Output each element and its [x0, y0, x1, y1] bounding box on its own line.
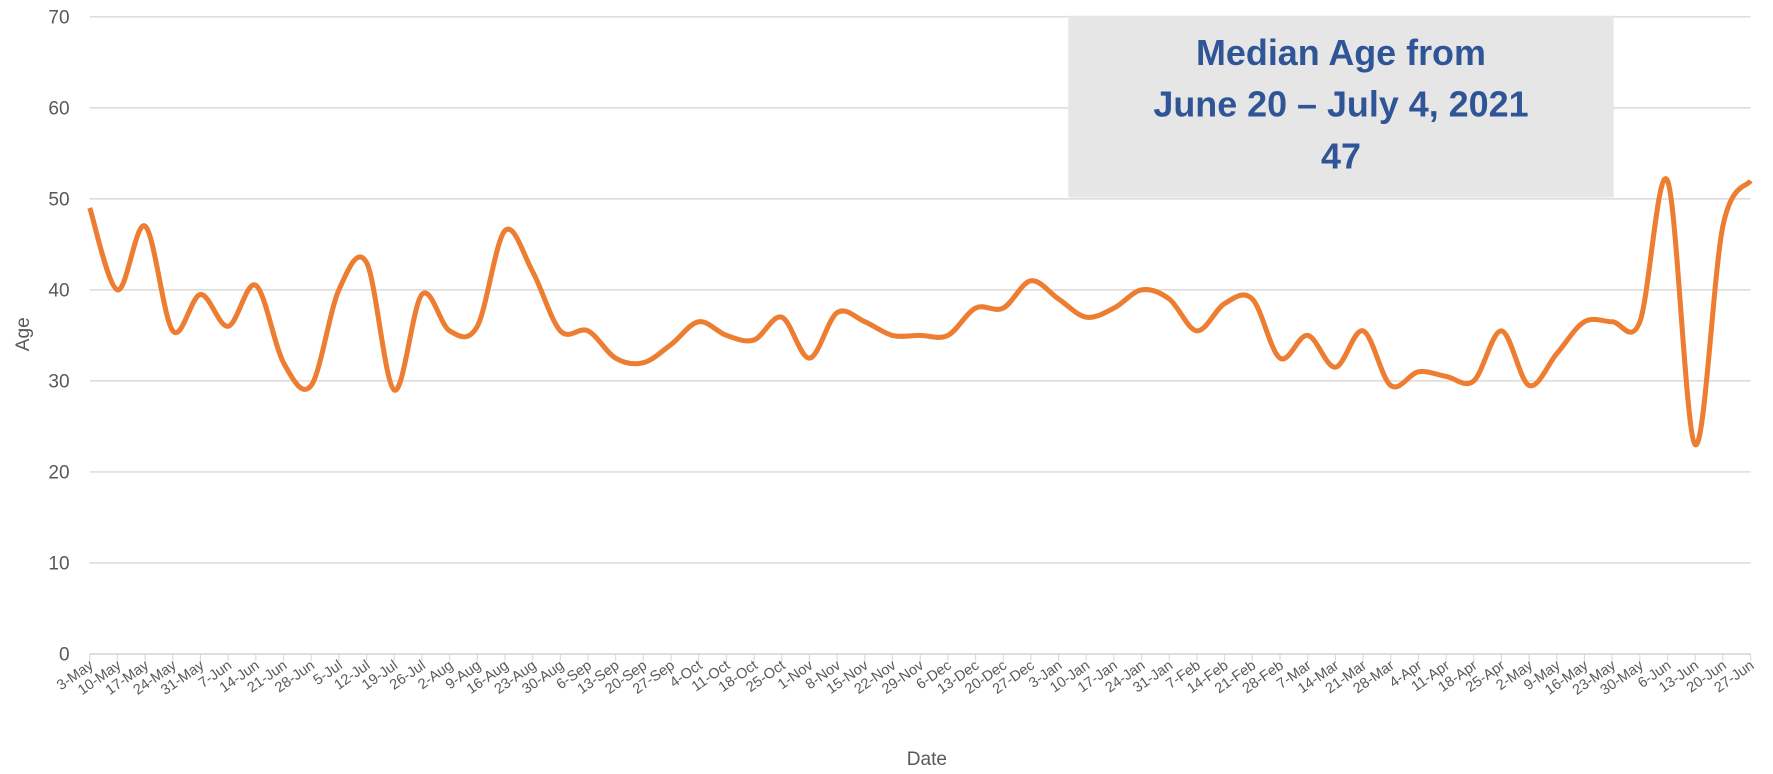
annotation: 47	[1321, 136, 1361, 176]
y-tick-label: 30	[48, 372, 69, 393]
y-tick-label: 20	[48, 463, 69, 484]
y-tick-label: 0	[59, 645, 70, 666]
y-tick-label: 60	[48, 99, 69, 120]
y-tick-label: 70	[48, 8, 69, 29]
y-tick-label: 50	[48, 190, 69, 211]
y-tick-label: 40	[48, 281, 69, 302]
annotation: June 20 – July 4, 2021	[1153, 85, 1528, 125]
y-tick-label: 10	[48, 554, 69, 575]
x-axis-title: Date	[907, 749, 947, 770]
line	[87, 176, 1753, 448]
y-axis-title: Age	[13, 317, 34, 351]
annotation-box	[1068, 15, 1614, 198]
annotation: Median Age from	[1196, 33, 1486, 73]
